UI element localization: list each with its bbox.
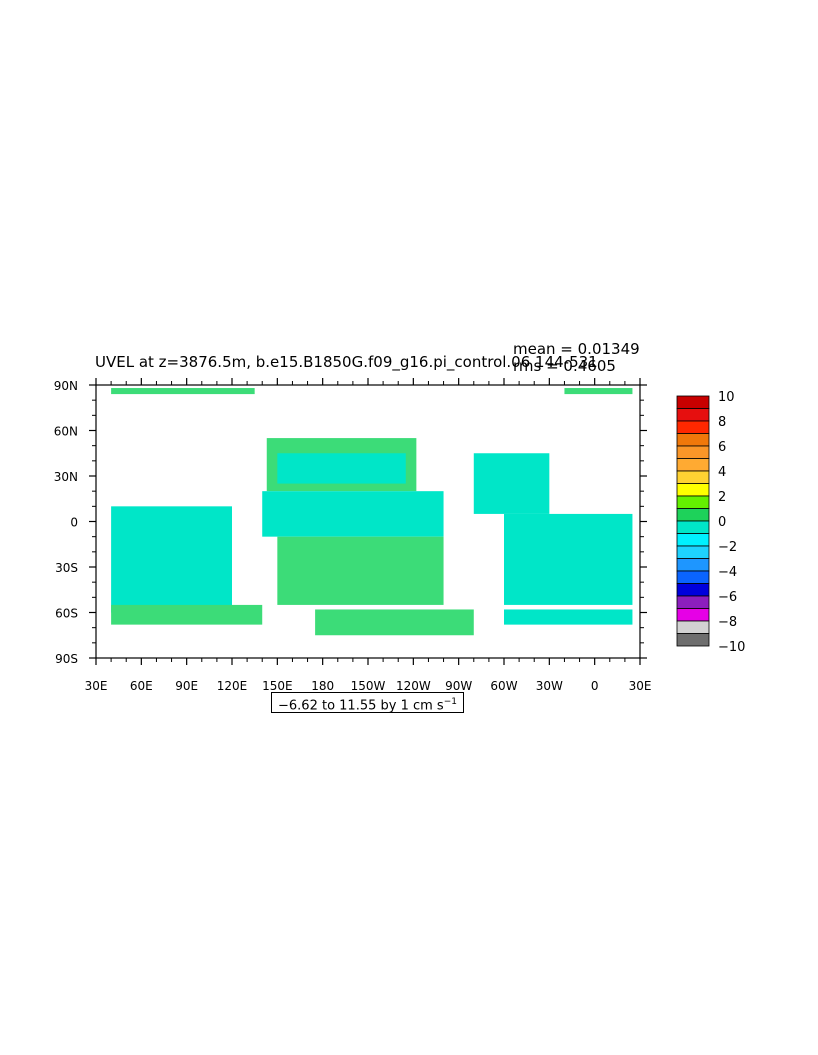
chart-title: UVEL at z=3876.5m, b.e15.B1850G.f09_g16.… <box>95 353 598 371</box>
colorbar-swatch <box>676 445 710 459</box>
x-tick-label: 150E <box>262 679 293 693</box>
mean-label: mean = 0.01349 <box>513 340 640 358</box>
field-region-3 <box>277 453 406 484</box>
colorbar-label: −8 <box>718 615 737 630</box>
rms-label: rms = 0.4605 <box>513 357 616 375</box>
y-tick-label: 0 <box>70 516 78 530</box>
colorbar-swatch <box>676 508 710 522</box>
range-text: −6.62 to 11.55 by 1 cm s <box>278 698 444 714</box>
colorbar-swatch <box>676 583 710 597</box>
y-tick-label: 90S <box>55 652 78 666</box>
x-tick-label: 30E <box>629 679 652 693</box>
colorbar-swatch <box>676 483 710 497</box>
x-tick-label: 30E <box>85 679 108 693</box>
field-region-0 <box>111 388 255 395</box>
colorbar-swatch <box>676 533 710 547</box>
colorbar-swatch <box>676 420 710 434</box>
y-axis: 90N 60N 30N 0 30S 60S 90S <box>54 379 647 666</box>
range-unit-exponent: −1 <box>443 697 457 707</box>
colorbar-label: 10 <box>718 390 735 405</box>
colorbar-swatch <box>676 620 710 634</box>
x-tick-label: 180 <box>311 679 334 693</box>
colorbar-label: −2 <box>718 540 737 555</box>
y-tick-label: 30N <box>54 470 78 484</box>
ocean-field <box>111 388 633 636</box>
y-tick-label: 60N <box>54 425 78 439</box>
x-tick-label: 30W <box>536 679 563 693</box>
colorbar-label: −6 <box>718 590 737 605</box>
field-region-5 <box>277 536 444 605</box>
field-region-7 <box>504 513 633 605</box>
colorbar-label: 0 <box>718 515 726 530</box>
colorbar-swatch <box>676 545 710 559</box>
field-region-1 <box>564 388 633 395</box>
x-tick-label: 120W <box>396 679 431 693</box>
colorbar-swatch <box>676 458 710 472</box>
colorbar-swatch <box>676 470 710 484</box>
x-tick-label: 150W <box>351 679 386 693</box>
colorbar-swatch <box>676 633 710 647</box>
colorbar-label: 2 <box>718 490 726 505</box>
field-region-8 <box>111 506 232 613</box>
colorbar-label: −10 <box>718 640 745 655</box>
colorbar-swatch <box>676 520 710 534</box>
field-region-9 <box>111 604 263 625</box>
x-tick-label: 120E <box>217 679 248 693</box>
field-region-6 <box>473 453 550 514</box>
x-tick-label: 0 <box>591 679 599 693</box>
colorbar-swatch <box>676 408 710 422</box>
colorbar-swatch <box>676 595 710 609</box>
colorbar: 10 8 6 4 2 0 −2 −4 −6 −8 −10 <box>676 390 745 655</box>
x-tick-label: 60E <box>130 679 153 693</box>
x-tick-label: 90W <box>445 679 472 693</box>
x-tick-label: 90E <box>175 679 198 693</box>
colorbar-swatch <box>676 495 710 509</box>
colorbar-label: 6 <box>718 440 726 455</box>
colorbar-swatch <box>676 570 710 584</box>
colorbar-label: −4 <box>718 565 737 580</box>
y-tick-label: 30S <box>55 561 78 575</box>
colorbar-label: 4 <box>718 465 726 480</box>
x-tick-label: 60W <box>490 679 517 693</box>
field-region-10 <box>315 609 474 636</box>
colorbar-swatch <box>676 608 710 622</box>
x-axis: 30E 60E 90E 120E 150E 180 150W 120W 90W 60W 30W 0 30… <box>85 378 652 693</box>
colorbar-label: 8 <box>718 415 726 430</box>
colorbar-swatch <box>676 433 710 447</box>
contour-range-label: −6.62 to 11.55 by 1 cm s−1 <box>271 692 464 713</box>
field-region-11 <box>504 609 633 625</box>
y-tick-label: 60S <box>55 607 78 621</box>
field-region-4 <box>262 491 444 537</box>
colorbar-swatch <box>676 395 710 409</box>
colorbar-swatch <box>676 558 710 572</box>
y-tick-label: 90N <box>54 379 78 393</box>
